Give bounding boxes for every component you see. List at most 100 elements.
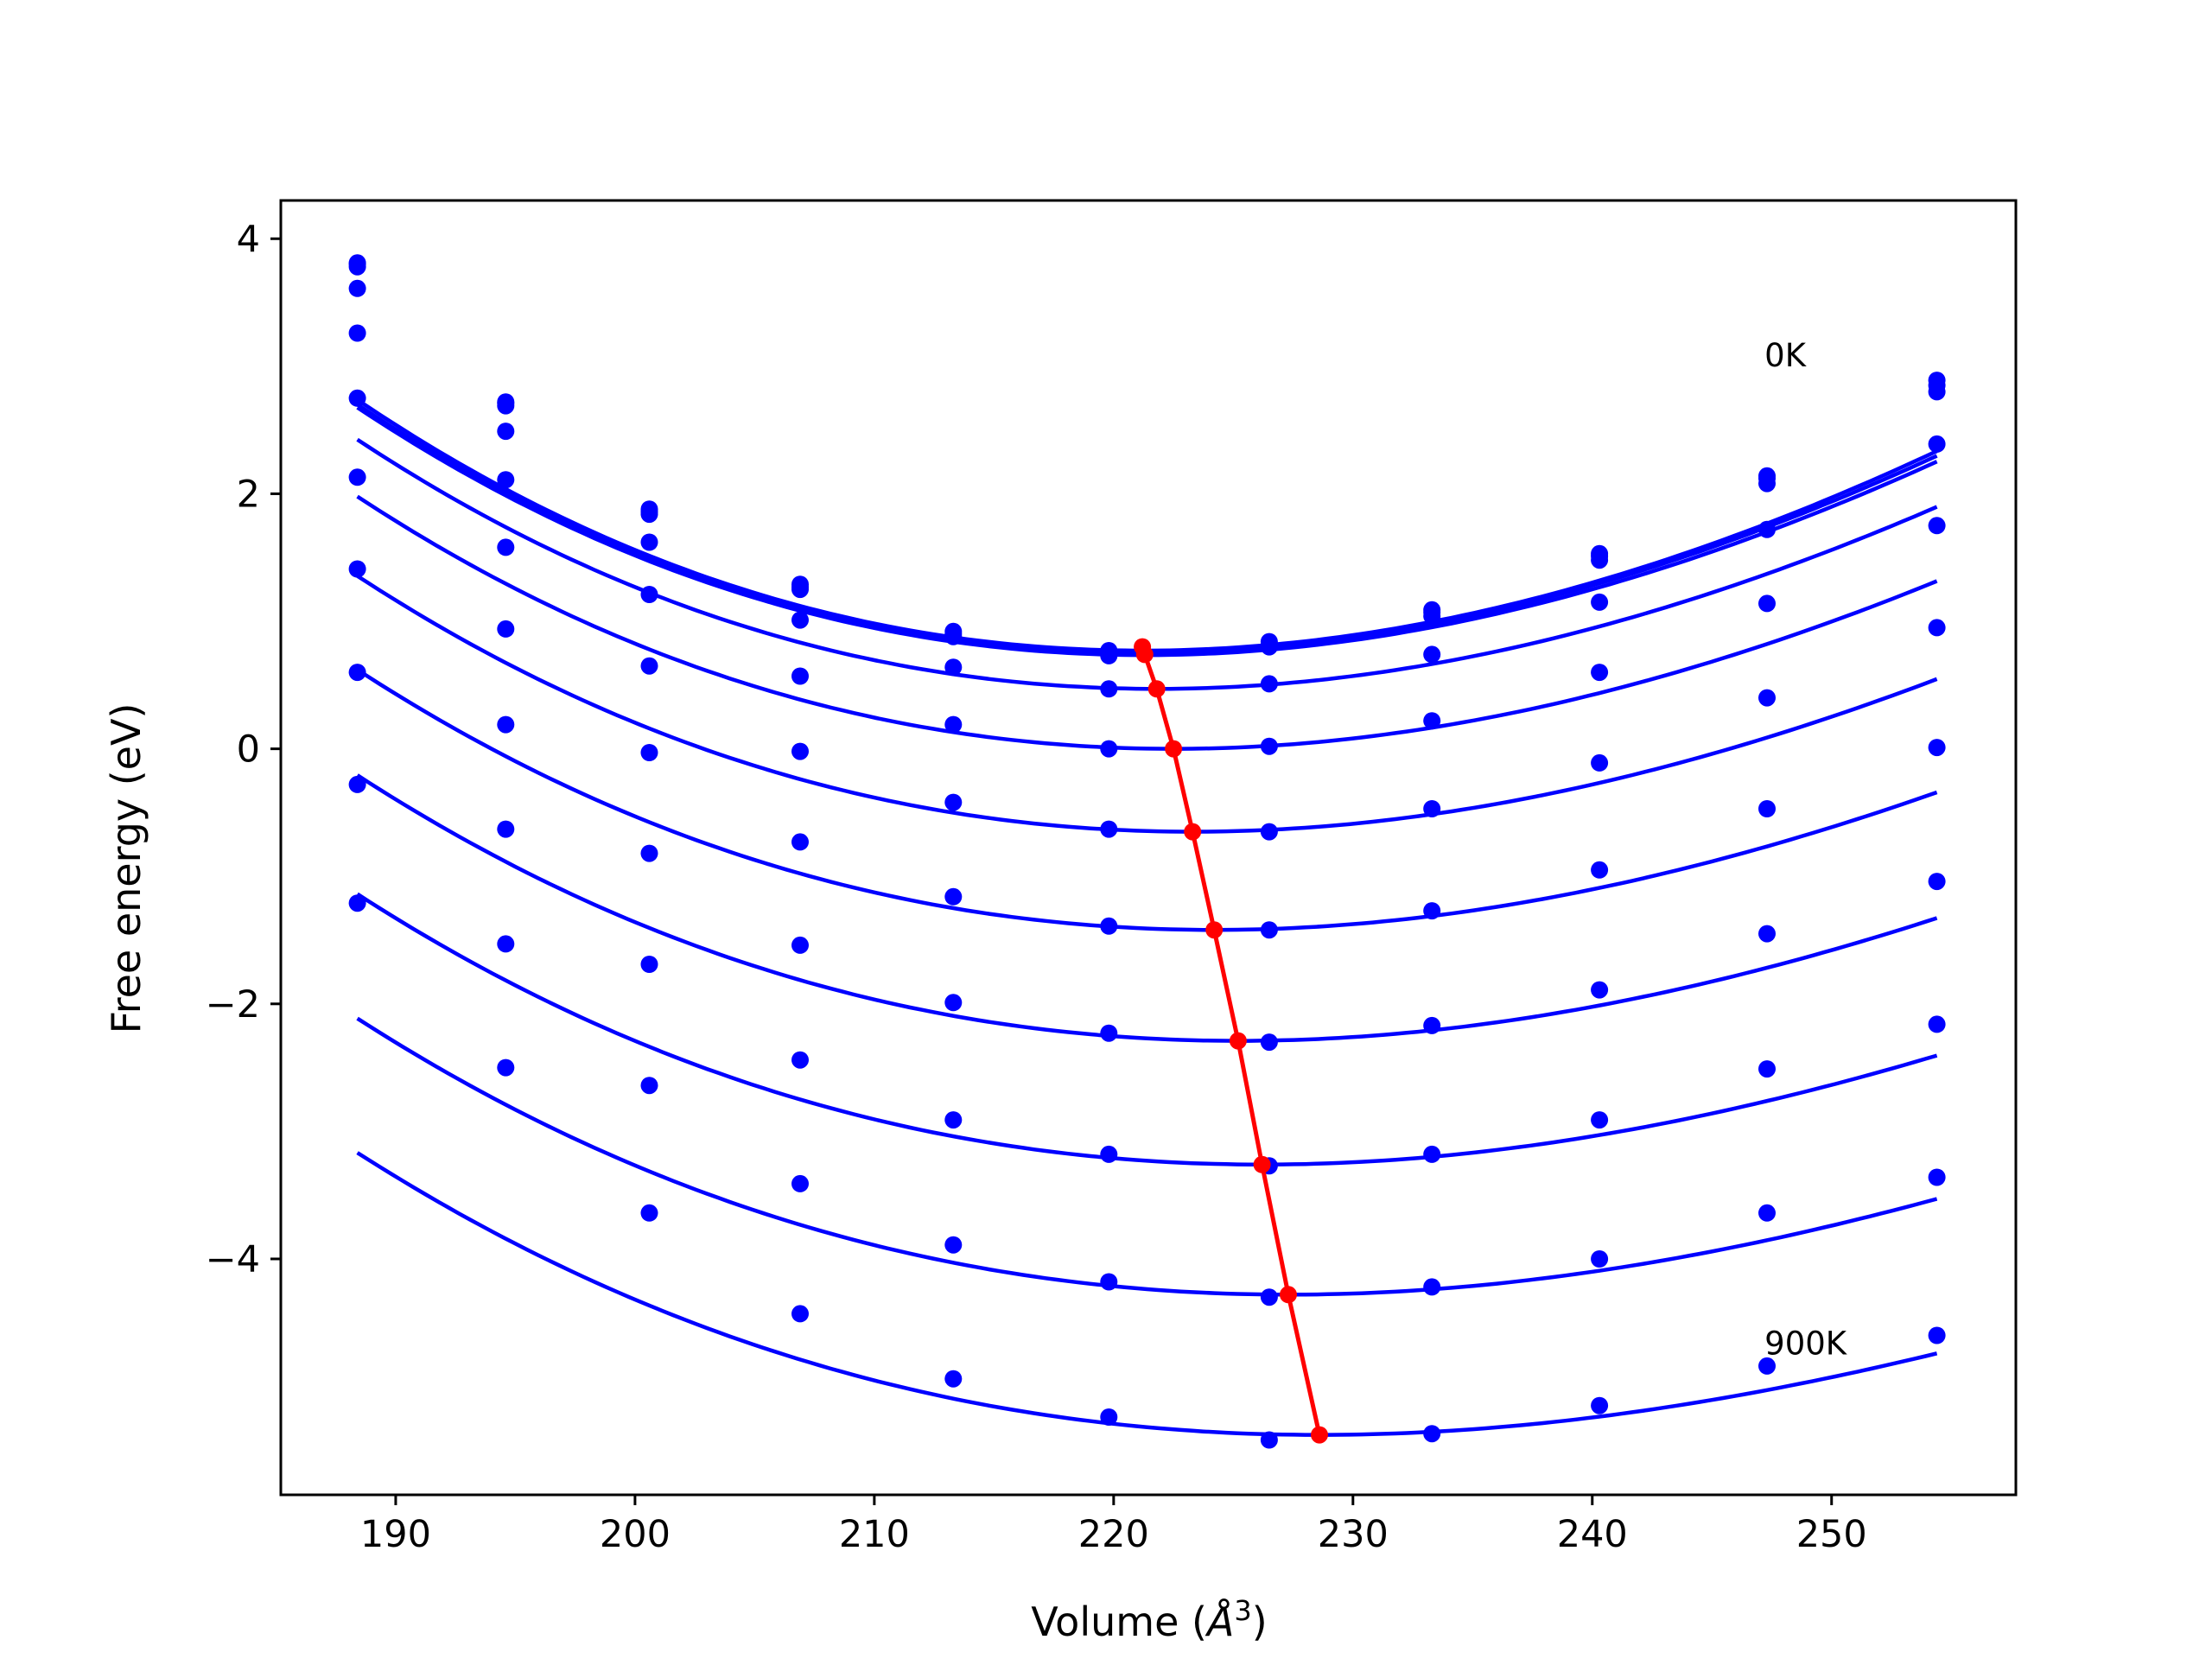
x-tick-label-5: 240 [1557, 1513, 1628, 1556]
series-9-point-2 [640, 1077, 658, 1095]
series-7-point-9 [1758, 925, 1776, 943]
series-10-point-1 [497, 1058, 515, 1077]
x-tick-label-2: 210 [839, 1513, 910, 1556]
series-3-point-2 [640, 533, 658, 551]
annotation-0: 0K [1764, 337, 1808, 374]
series-6-point-4 [944, 887, 963, 906]
series-9-point-3 [791, 1174, 809, 1192]
minimum-point-3 [1165, 740, 1183, 758]
annotations-layer: 0K 900K [1764, 337, 1848, 1363]
series-6-fit-curve [356, 668, 1938, 932]
series-3-point-8 [1591, 593, 1609, 611]
y-tick-label-0: −4 [206, 1238, 260, 1281]
series-3-point-4 [944, 658, 963, 677]
series-8-point-10 [1928, 1015, 1946, 1033]
series-9-point-0 [348, 775, 366, 793]
series-3-point-5 [1100, 680, 1118, 698]
series-5-point-2 [640, 657, 658, 675]
series-4-fit-curve [356, 494, 1938, 751]
y-tick-label-2: 0 [237, 728, 260, 772]
series-10-point-3 [791, 1305, 809, 1323]
series-9-point-10 [1928, 1168, 1946, 1186]
series-5-point-4 [944, 793, 963, 811]
series-10-point-8 [1591, 1396, 1609, 1414]
series-5-point-7 [1423, 800, 1441, 817]
series-4-point-7 [1423, 712, 1441, 730]
series-10-point-6 [1260, 1431, 1278, 1449]
series-7-point-5 [1100, 1024, 1118, 1042]
series-10-point-7 [1423, 1425, 1441, 1443]
minimum-point-9 [1311, 1426, 1328, 1444]
annotation-1: 900K [1764, 1325, 1848, 1363]
series-3-point-7 [1423, 645, 1441, 664]
series-3-point-3 [791, 611, 809, 629]
minimum-line-layer [1134, 638, 1328, 1444]
series-7-point-8 [1591, 981, 1609, 999]
series-10-point-4 [944, 1370, 963, 1388]
y-axis-label: Free energy (eV) [103, 703, 149, 1034]
plot-frame [279, 199, 2018, 1497]
series-8-point-9 [1758, 1060, 1776, 1078]
series-4-point-4 [944, 715, 963, 734]
minimum-point-7 [1253, 1155, 1271, 1173]
series-5-point-0 [348, 389, 366, 407]
series-8-point-5 [1100, 1145, 1118, 1163]
series-2-point-6 [1260, 638, 1278, 656]
series-2-point-3 [791, 581, 809, 599]
series-4-point-8 [1591, 664, 1609, 682]
series-7-point-4 [944, 994, 963, 1012]
series-7-point-7 [1423, 1016, 1441, 1034]
series-6-point-10 [1928, 739, 1946, 757]
series-10-fit-curve [356, 1151, 1938, 1437]
x-tick-label-4: 230 [1318, 1513, 1389, 1556]
series-3-point-6 [1260, 675, 1278, 693]
x-axis-label: Volume (Å3) [1031, 1594, 1267, 1645]
series-8-point-8 [1591, 1111, 1609, 1129]
series-2-point-9 [1758, 474, 1776, 493]
series-7-point-1 [497, 715, 515, 734]
series-4-point-0 [348, 324, 366, 342]
minimum-point-4 [1184, 823, 1202, 841]
series-4-point-5 [1100, 740, 1118, 758]
series-8-fit-curve [356, 892, 1938, 1167]
x-tick-label-3: 220 [1078, 1513, 1149, 1556]
series-10-point-0 [348, 894, 366, 912]
series-4-point-1 [497, 471, 515, 489]
series-6-point-1 [497, 620, 515, 638]
x-tick-label-0: 190 [360, 1513, 431, 1556]
series-6-point-3 [791, 833, 809, 851]
series-9-point-9 [1758, 1204, 1776, 1222]
series-2-point-0 [348, 257, 366, 276]
minimum-point-5 [1205, 921, 1224, 939]
series-9-point-4 [944, 1236, 963, 1254]
series-3-point-0 [348, 279, 366, 297]
series-7-point-2 [640, 844, 658, 862]
series-2-point-10 [1928, 383, 1946, 401]
series-5-point-5 [1100, 820, 1118, 838]
series-8-point-2 [640, 956, 658, 973]
series-10-point-2 [640, 1204, 658, 1222]
series-2-point-8 [1591, 551, 1609, 569]
y-tick-label-4: 4 [237, 218, 260, 261]
series-1-fit-curve [356, 403, 1938, 655]
series-4-point-10 [1928, 517, 1946, 535]
points-layer [348, 254, 1946, 1449]
curves-layer [356, 397, 1938, 1437]
x-tick-label-1: 200 [600, 1513, 671, 1556]
series-2-point-2 [640, 505, 658, 524]
y-tick-label-3: 2 [237, 473, 260, 516]
series-3-fit-curve [356, 437, 1938, 691]
series-5-point-6 [1260, 823, 1278, 841]
series-10-point-9 [1758, 1357, 1776, 1375]
series-7-point-0 [348, 560, 366, 578]
series-8-point-4 [944, 1111, 963, 1129]
series-9-point-6 [1260, 1288, 1278, 1306]
series-4-point-3 [791, 667, 809, 685]
x-axis-ticks: 190 200 210 220 230 240 250 [360, 1495, 1867, 1556]
series-6-point-8 [1591, 861, 1609, 879]
series-8-point-1 [497, 820, 515, 838]
series-2-point-4 [944, 627, 963, 645]
series-4-point-6 [1260, 737, 1278, 755]
minimum-point-2 [1147, 680, 1166, 698]
series-0-fit-curve [356, 397, 1938, 653]
